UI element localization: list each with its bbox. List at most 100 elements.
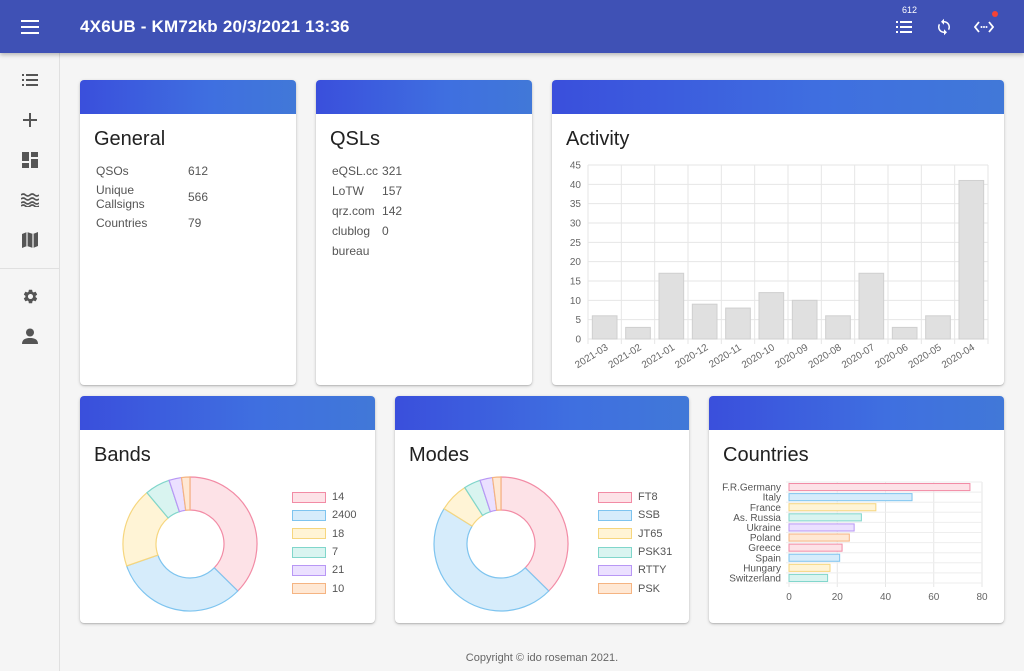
card-header-bar [316, 80, 532, 114]
table-row: LoTW 157 [332, 181, 402, 201]
x-tick-label: 2020-08 [807, 342, 844, 371]
countries-title: Countries [723, 444, 809, 466]
gear-icon [23, 289, 37, 303]
legend-swatch [598, 491, 632, 503]
stat-value: 157 [382, 184, 403, 198]
modes-title: Modes [409, 444, 470, 466]
app-bar: 4X6UB - KM72kb 20/3/2021 13:36 612 [0, 0, 1024, 53]
x-tick-label: 2020-07 [840, 342, 877, 371]
country-bar [788, 563, 831, 572]
status-dot [992, 10, 998, 17]
legend-item[interactable]: 21 [292, 561, 356, 579]
legend-item[interactable]: SSB [598, 506, 672, 524]
y-tick-label: Italy [763, 493, 781, 504]
country-bar [788, 533, 850, 542]
legend-item[interactable]: 14 [292, 488, 356, 506]
y-tick-label: 45 [570, 161, 582, 172]
legend-item[interactable]: FT8 [598, 488, 672, 506]
stat-label: LoTW [332, 184, 365, 198]
legend-swatch [292, 491, 326, 503]
legend-label: JT65 [638, 527, 663, 540]
x-tick-label: 80 [976, 592, 988, 603]
legend-item[interactable]: 18 [292, 525, 356, 543]
stat-value: 566 [188, 190, 209, 204]
y-tick-label: 35 [570, 199, 582, 210]
y-tick-label: 0 [575, 335, 581, 346]
dashboard-icon [22, 152, 38, 168]
hamburger-menu-icon [21, 19, 39, 34]
legend-label: 10 [332, 582, 345, 595]
qsls-card: QSLs eQSL.cc 321 LoTW 157 qrz.com 142 cl… [316, 80, 532, 385]
x-tick-label: 40 [880, 592, 892, 603]
activity-card: Activity 0 5 10 15 20 25 30 35 40 45 2021-03 2021-0… [552, 80, 1004, 385]
sidebar-item-waves[interactable] [0, 180, 60, 220]
legend-item[interactable]: JT65 [598, 525, 672, 543]
country-bar [788, 543, 843, 552]
y-tick-label: 15 [570, 277, 582, 288]
activity-bar [891, 326, 918, 340]
sidebar-item-settings[interactable] [0, 276, 60, 316]
legend-label: FT8 [638, 491, 658, 504]
activity-bar [791, 299, 818, 340]
sidebar-item-log[interactable] [0, 60, 60, 100]
activity-bar [725, 307, 751, 340]
legend-item[interactable]: 7 [292, 543, 356, 561]
x-tick-label: 2020-12 [673, 342, 710, 371]
sidebar-item-map[interactable] [0, 220, 60, 260]
legend-item[interactable]: PSK [598, 579, 672, 597]
y-tick-label: 20 [570, 257, 582, 268]
activity-bar [825, 315, 851, 340]
sidebar-item-profile[interactable] [0, 316, 60, 356]
countries-card: Countries 0 20 40 60 80 F.R.Germany Italy Franc… [709, 396, 1004, 623]
qso-list-button[interactable]: 612 [892, 5, 917, 39]
legend-label: PSK31 [638, 546, 673, 559]
stat-value: 79 [188, 216, 202, 230]
doughnut-slice [189, 476, 258, 592]
sync-button[interactable] [932, 15, 956, 39]
table-row: QSOs 612 [96, 161, 208, 181]
table-row: bureau [332, 241, 402, 261]
waves-icon [21, 193, 39, 207]
legend-item[interactable]: RTTY [598, 561, 672, 579]
y-tick-label: 40 [570, 180, 582, 191]
card-header-bar [709, 396, 1004, 430]
legend-swatch [292, 564, 326, 576]
x-tick-label: 2021-02 [607, 342, 644, 371]
stat-value: 0 [382, 224, 389, 238]
card-header-bar [80, 396, 375, 430]
x-tick-label: 2020-11 [707, 342, 744, 371]
activity-title: Activity [566, 128, 630, 150]
legend-item[interactable]: PSK31 [598, 543, 672, 561]
bands-doughnut-chart [122, 476, 258, 612]
legend-item[interactable]: 10 [292, 579, 356, 597]
table-row: clublog 0 [332, 221, 402, 241]
map-icon [22, 232, 38, 248]
general-title: General [94, 128, 166, 150]
legend-item[interactable]: 2400 [292, 506, 356, 524]
bands-title: Bands [94, 444, 151, 466]
y-tick-label: France [750, 503, 782, 514]
menu-button[interactable] [0, 0, 60, 53]
legend-swatch [598, 546, 632, 558]
legend-label: 14 [332, 491, 345, 504]
table-row: Unique Callsigns 566 [96, 181, 208, 213]
card-header-bar [552, 80, 1004, 114]
stat-label: eQSL.cc [332, 164, 379, 178]
qso-count-badge: 612 [902, 4, 918, 15]
connection-button[interactable] [972, 10, 998, 39]
plus-icon [23, 113, 37, 127]
y-tick-label: Hungary [743, 563, 781, 574]
list-icon [22, 74, 38, 86]
x-tick-label: 2021-03 [573, 342, 610, 371]
sync-icon [938, 18, 950, 35]
x-tick-label: 60 [928, 592, 940, 603]
person-icon [22, 328, 38, 344]
page-title: 4X6UB - KM72kb 20/3/2021 13:36 [80, 16, 350, 36]
sidebar-item-add[interactable] [0, 100, 60, 140]
sidebar-item-dashboard[interactable] [0, 140, 60, 180]
sidebar-divider [0, 268, 60, 269]
code-arrows-icon [974, 20, 994, 33]
y-tick-label: Poland [750, 533, 781, 544]
doughnut-slice [500, 476, 569, 592]
y-tick-label: 30 [570, 219, 582, 230]
